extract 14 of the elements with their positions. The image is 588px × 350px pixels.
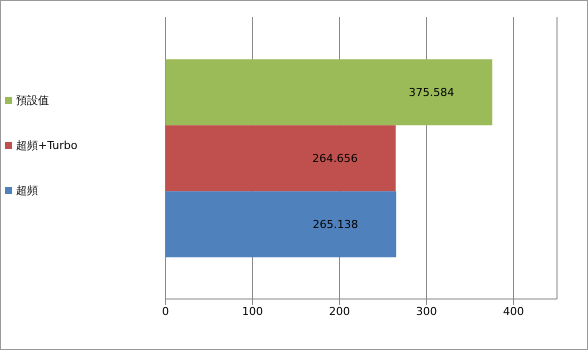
data-label: 375.584	[408, 86, 454, 100]
x-tick-label: 100	[242, 304, 263, 318]
x-tick-label: 200	[328, 304, 350, 318]
x-tick-label: 0	[162, 304, 169, 318]
x-tick-label: 300	[416, 304, 437, 318]
x-tick-label: 400	[503, 304, 524, 318]
data-label: 265.138	[312, 218, 358, 232]
bar	[165, 191, 396, 258]
bar	[165, 125, 396, 192]
bar	[165, 59, 492, 126]
legend-label: 超頻+Turbo	[16, 138, 78, 153]
data-label: 264.656	[312, 152, 358, 166]
legend-label: 超頻	[16, 183, 38, 198]
legend-label: 預設值	[16, 93, 49, 108]
